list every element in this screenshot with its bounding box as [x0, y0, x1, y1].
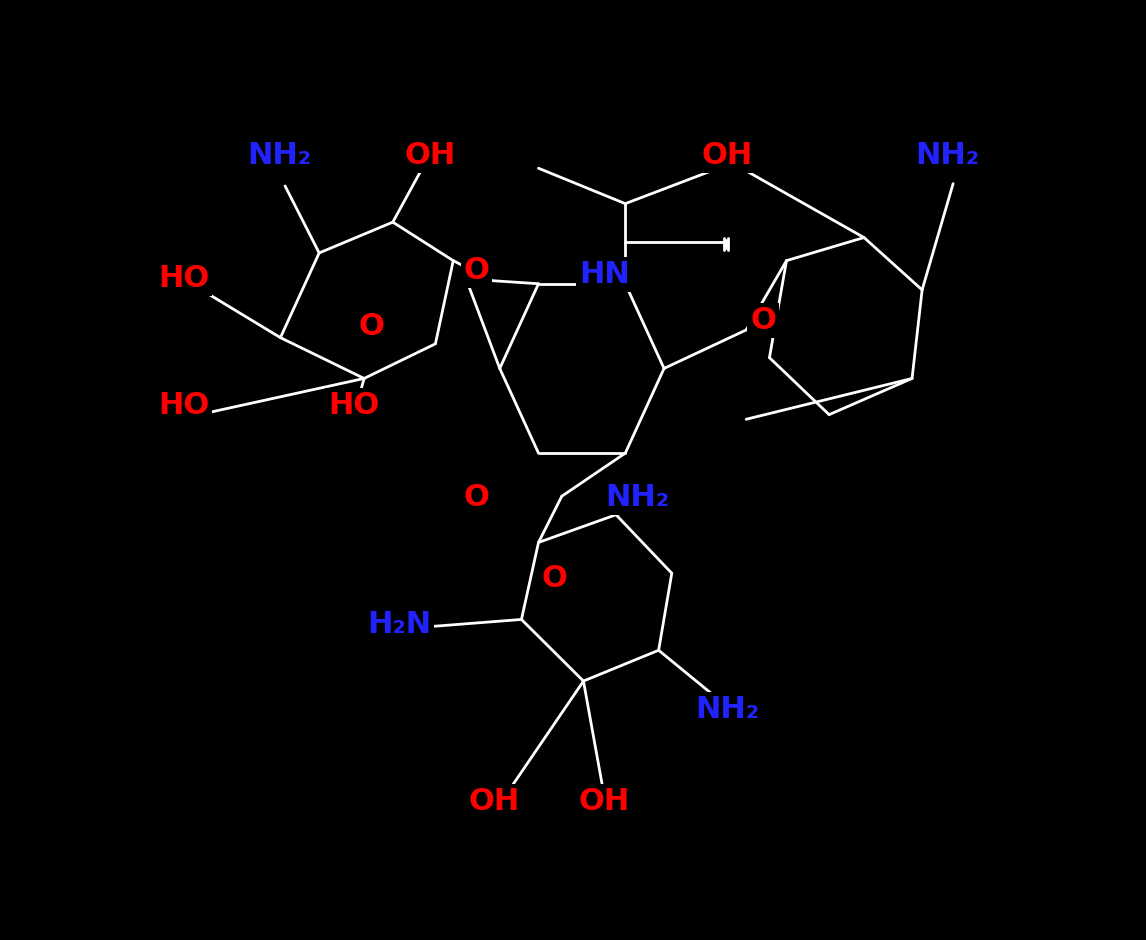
Text: O: O [541, 564, 567, 593]
Text: NH₂: NH₂ [694, 695, 759, 724]
Text: O: O [751, 306, 776, 336]
Text: HO: HO [158, 264, 210, 293]
Text: NH₂: NH₂ [916, 141, 980, 169]
Text: HO: HO [158, 391, 210, 420]
Text: O: O [464, 256, 489, 285]
Text: HN: HN [579, 260, 630, 289]
Text: O: O [464, 483, 489, 512]
Text: OH: OH [579, 788, 630, 817]
Text: HO: HO [329, 391, 379, 420]
Text: OH: OH [469, 788, 520, 817]
Text: O: O [359, 312, 385, 341]
Text: H₂N: H₂N [367, 610, 431, 639]
Text: OH: OH [701, 141, 753, 169]
Text: OH: OH [405, 141, 456, 169]
Text: NH₂: NH₂ [605, 483, 669, 512]
Text: NH₂: NH₂ [246, 141, 311, 169]
